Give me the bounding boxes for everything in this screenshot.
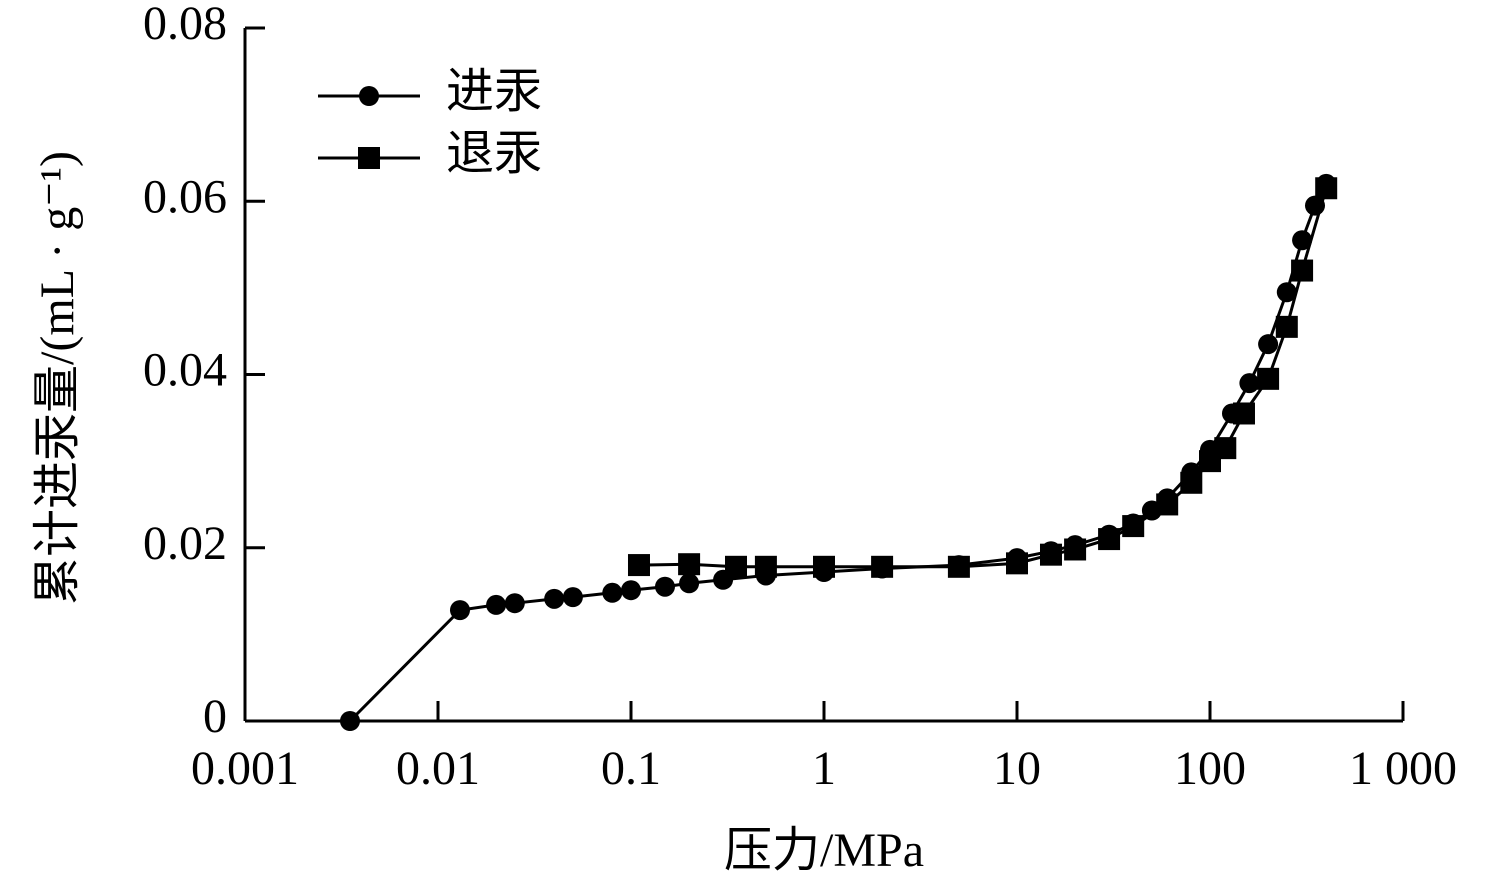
y-tick-label: 0.08 [143, 0, 227, 50]
marker [1006, 552, 1028, 575]
marker [504, 593, 525, 614]
marker [725, 555, 748, 578]
series-line [638, 187, 1328, 569]
marker [813, 555, 835, 578]
marker [486, 594, 507, 615]
marker [359, 86, 379, 106]
legend-label: 退汞 [446, 127, 542, 180]
marker [1064, 538, 1087, 561]
x-tick-label: 0.001 [191, 742, 299, 795]
marker [627, 554, 650, 577]
x-axis-label: 压力/MPa [724, 824, 924, 877]
marker [678, 553, 701, 576]
marker [1276, 282, 1297, 303]
y-axis-label: 累计进汞量/(mL · g⁻¹) [31, 151, 84, 605]
y-tick-label: 0 [203, 690, 227, 743]
marker [1232, 402, 1255, 425]
marker [449, 600, 470, 621]
marker [602, 582, 623, 603]
series-line [348, 183, 1328, 723]
y-tick-label: 0.02 [143, 517, 227, 570]
marker [871, 555, 894, 578]
marker [1122, 515, 1145, 538]
marker [1275, 315, 1298, 338]
marker [754, 555, 777, 578]
marker [1257, 367, 1280, 390]
legend-label: 进汞 [446, 65, 542, 118]
marker [562, 587, 583, 608]
marker [340, 711, 361, 731]
x-tick-label: 0.1 [601, 742, 661, 795]
marker [1239, 373, 1260, 394]
x-tick-label: 0.01 [396, 742, 480, 795]
marker [1315, 177, 1338, 200]
y-tick-label: 0.06 [143, 170, 227, 223]
marker [679, 573, 700, 594]
marker [1039, 543, 1062, 566]
marker [947, 555, 970, 578]
marker [1292, 230, 1313, 251]
marker [1258, 334, 1279, 355]
marker [544, 588, 565, 609]
marker [621, 580, 641, 601]
marker [1156, 493, 1179, 516]
x-tick-label: 1 000 [1349, 742, 1457, 795]
marker [1180, 471, 1203, 494]
x-tick-label: 100 [1174, 742, 1246, 795]
x-tick-label: 1 [812, 742, 836, 795]
y-tick-label: 0.04 [143, 344, 227, 397]
x-tick-label: 10 [993, 742, 1041, 795]
marker [1098, 528, 1121, 551]
marker [358, 147, 380, 169]
marker [1291, 259, 1314, 282]
marker [1199, 450, 1221, 473]
marker [654, 576, 675, 597]
